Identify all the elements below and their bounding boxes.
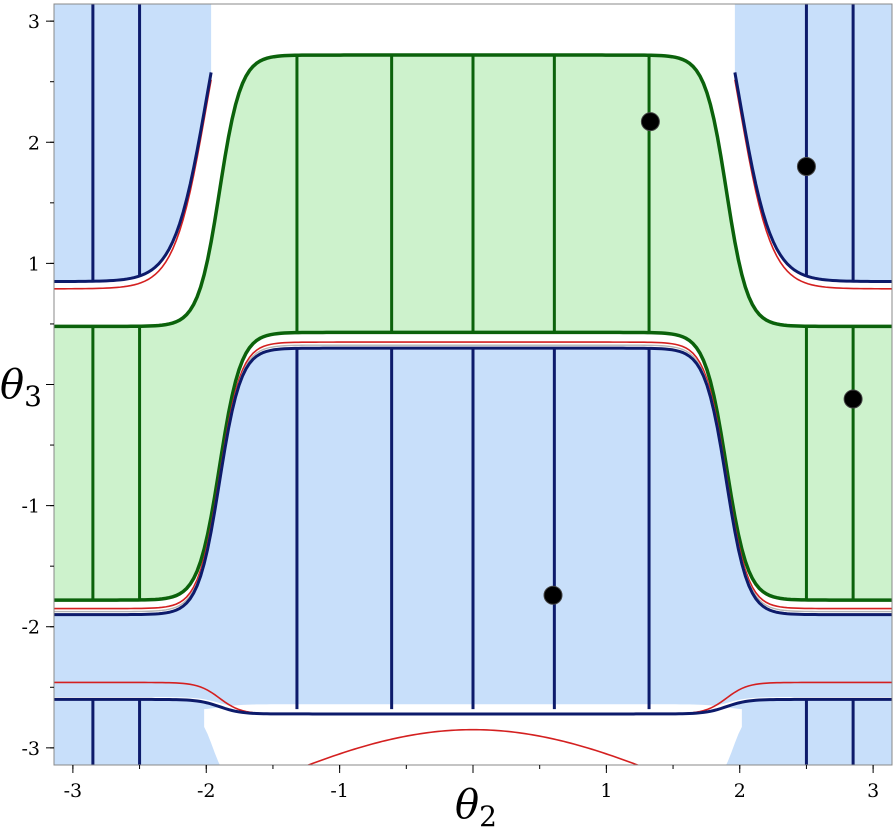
green-upper-boundary <box>54 53 892 329</box>
vertical-lines-layer <box>91 4 855 765</box>
data-point <box>640 112 660 132</box>
y-axis-label-subscript: 3 <box>24 380 42 413</box>
region-white-bottom-gap <box>204 704 742 765</box>
points-layer <box>543 112 863 605</box>
blue-top-side-boundary <box>54 72 213 284</box>
x-axis-label-symbol: θ <box>455 782 479 828</box>
x-ticks-layer: -3 -2 -1 1 2 3 <box>64 765 879 802</box>
green-lower-boundary <box>54 330 892 602</box>
x-tick-label: 3 <box>867 780 879 802</box>
blue-lower-boundary <box>54 697 892 716</box>
y-axis-label-symbol: θ <box>0 362 24 408</box>
y-tick-label: 1 <box>28 253 40 275</box>
red-curve-bottom-arc <box>306 728 640 765</box>
y-tick-label: 2 <box>28 132 40 154</box>
data-point <box>843 389 863 409</box>
y-ticks-layer: -3 -2 -1 1 2 3 <box>21 11 54 760</box>
red-curve-center-top <box>54 341 892 610</box>
blue-center-top-boundary <box>54 346 892 617</box>
data-point <box>543 585 563 605</box>
x-tick-label: 1 <box>600 780 612 802</box>
x-axis-label: θ2 <box>455 782 497 831</box>
y-axis-label: θ3 <box>0 362 42 413</box>
x-tick-label: -3 <box>64 780 83 802</box>
x-tick-label: -2 <box>197 780 216 802</box>
red-curve-top-side <box>54 79 212 290</box>
blue-top-side-boundary <box>733 72 892 284</box>
y-tick-label: 3 <box>28 11 40 33</box>
y-tick-label: -2 <box>21 617 40 639</box>
x-tick-label: 2 <box>734 780 746 802</box>
curves-layer <box>54 53 892 765</box>
data-point <box>796 156 816 176</box>
red-curve-top-side <box>734 79 892 290</box>
x-tick-label: -1 <box>330 780 349 802</box>
y-tick-label: -3 <box>21 738 40 760</box>
x-axis-label-subscript: 2 <box>479 800 497 831</box>
y-tick-label: -1 <box>21 496 40 518</box>
